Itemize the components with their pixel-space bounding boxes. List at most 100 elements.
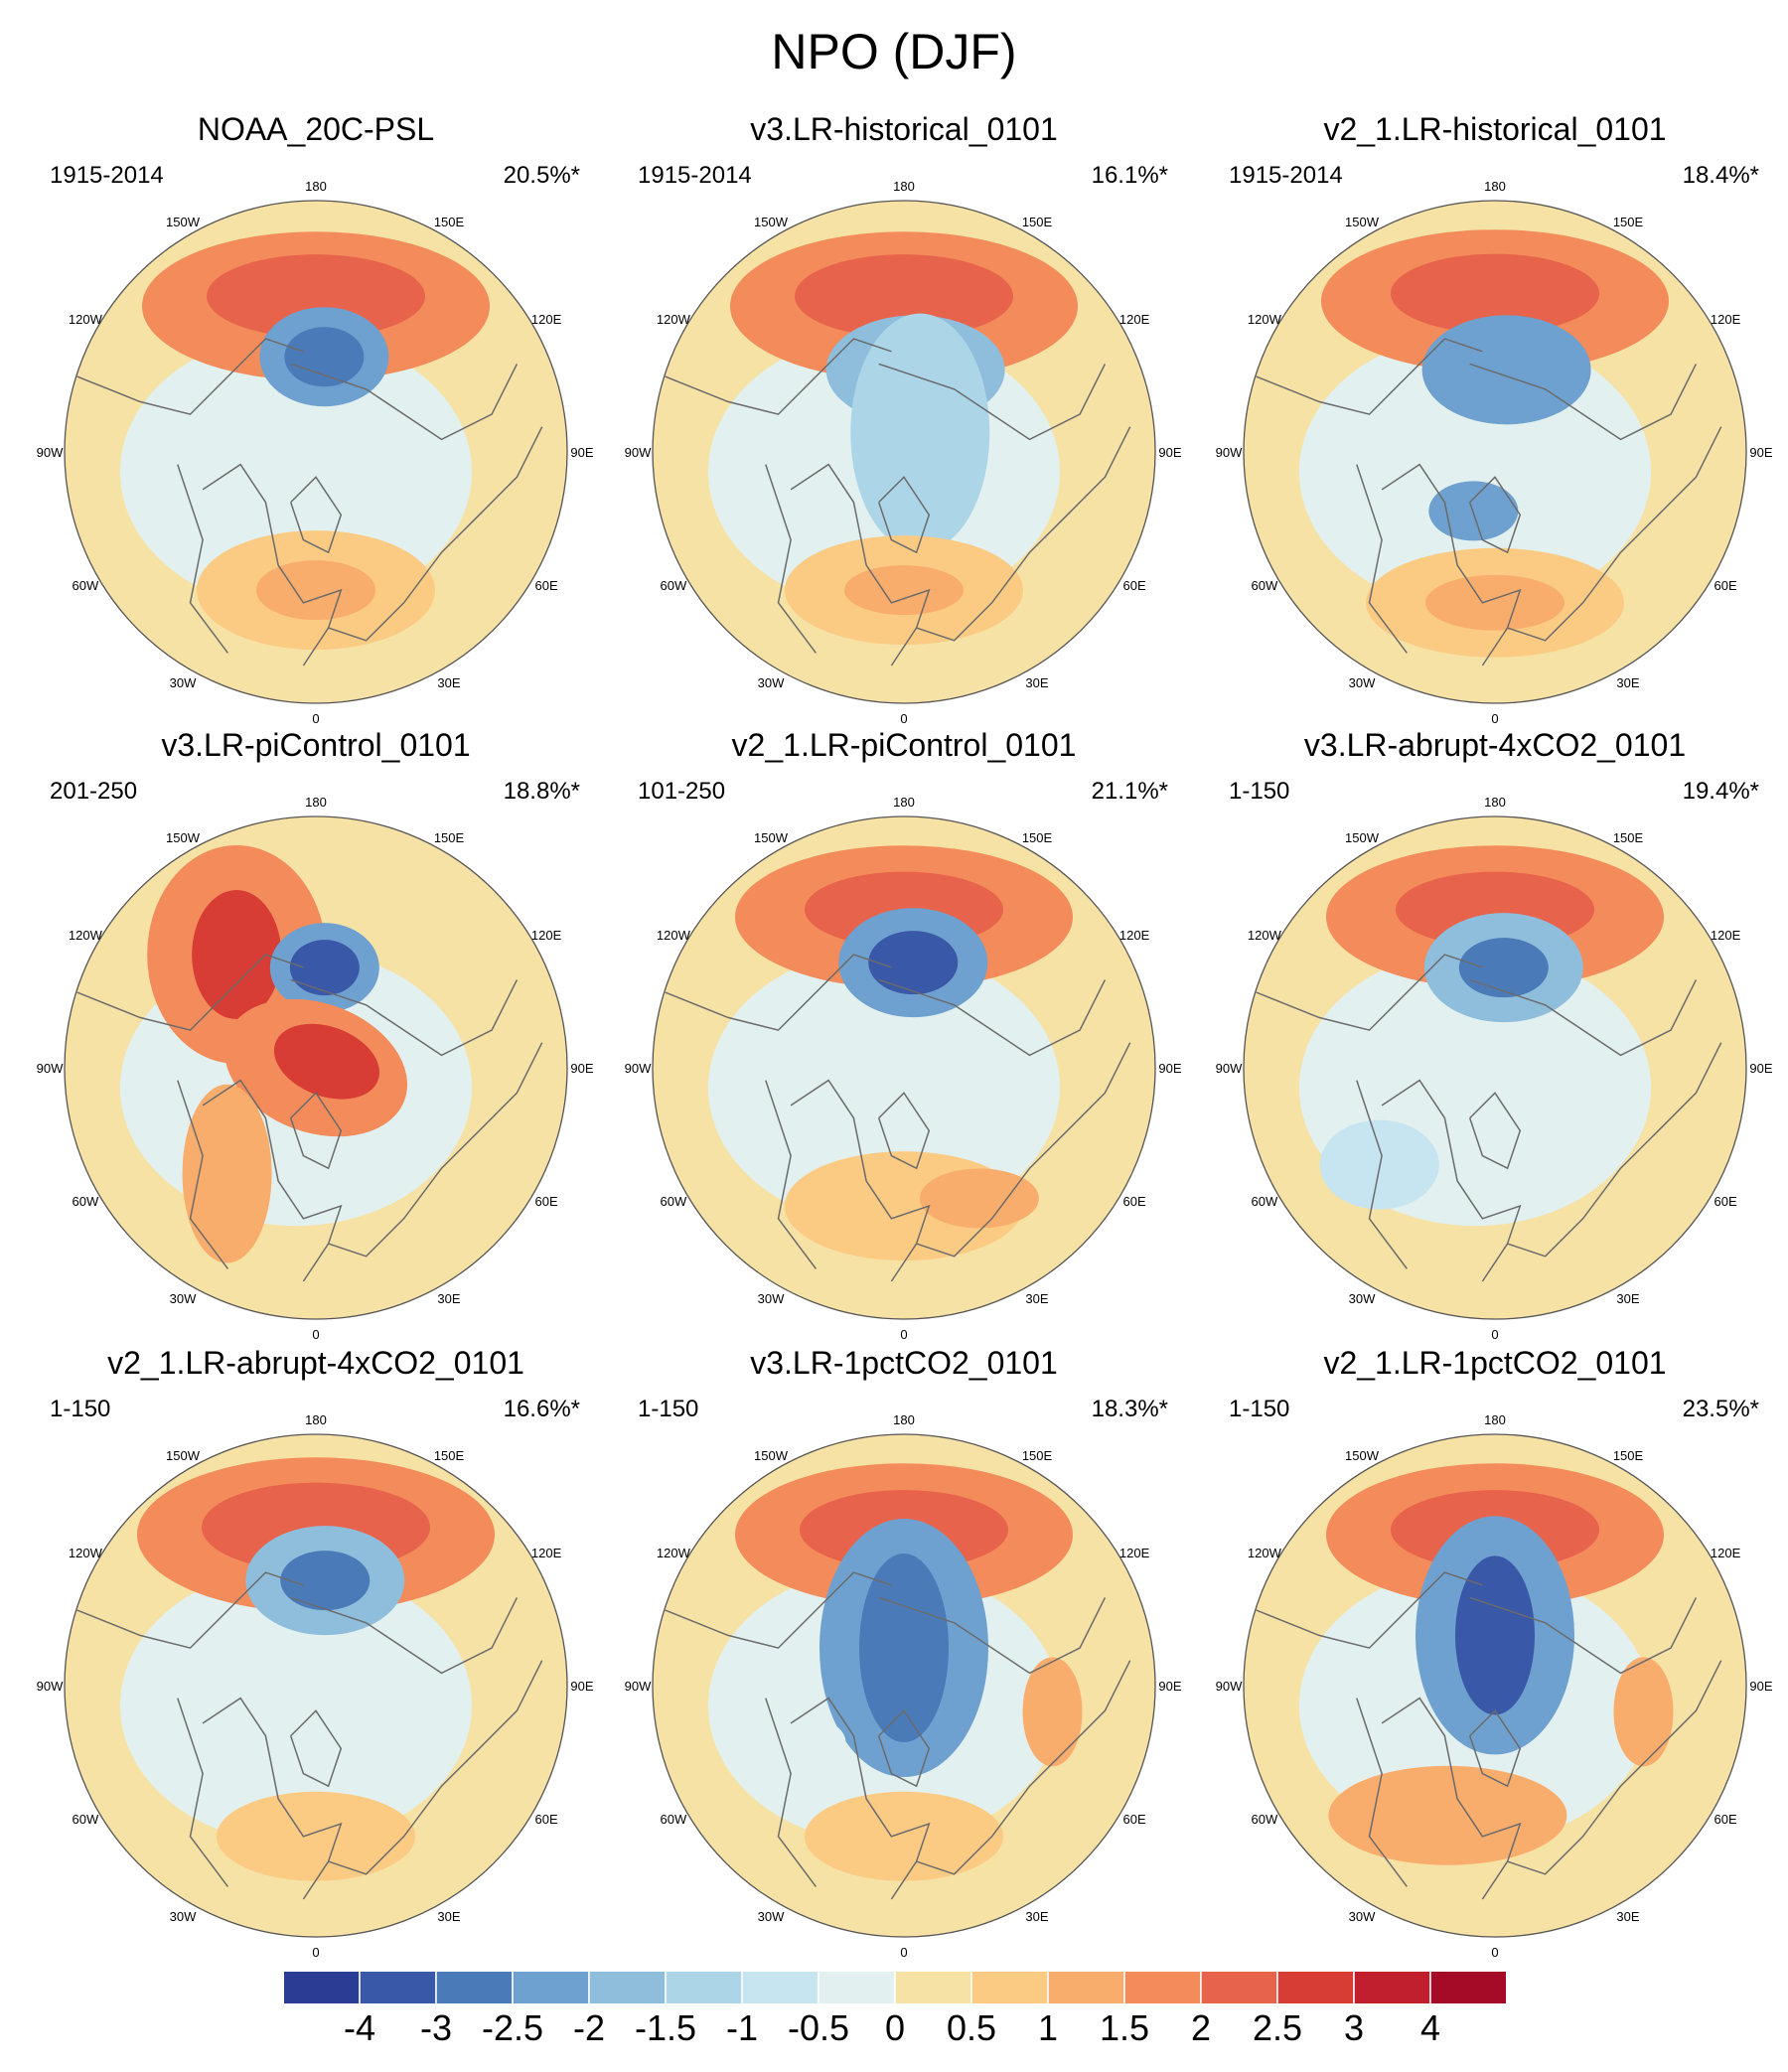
anomaly-region [280, 1551, 371, 1611]
anomaly-region [1357, 1716, 1437, 1767]
colorbar-swatch [1276, 1971, 1355, 2004]
coastline [1507, 1042, 1722, 1258]
longitude-label: 90W [625, 1061, 652, 1076]
polar-map: 180 150E 120E 90E 60E 30E 0 30W 60W 90W 120W 150W [1216, 179, 1773, 726]
anomaly-region [795, 254, 1013, 339]
longitude-label: 90E [570, 1061, 593, 1076]
map-outline [1243, 1433, 1747, 1938]
coastline [177, 1080, 229, 1269]
colorbar-tick-label: -2 [572, 2007, 605, 2048]
anomaly-region [284, 327, 365, 387]
longitude-label: 150W [166, 1448, 201, 1463]
longitude-label: 60W [1252, 1194, 1278, 1209]
polar-map: 180 150E 120E 90E 60E 30E 0 30W 60W 90W 120W 150W [625, 179, 1182, 726]
coastline [878, 978, 1107, 1057]
coastline [877, 1709, 931, 1788]
coastline [1469, 363, 1698, 441]
anomaly-region [273, 1023, 380, 1100]
anomaly-region [859, 1554, 949, 1743]
longitude-label: 120W [657, 928, 691, 943]
colorbar-swatch [588, 1971, 667, 2004]
coastline [765, 1080, 818, 1269]
coastline [1356, 1698, 1409, 1887]
colorbar-swatch [1200, 1971, 1278, 2004]
panel-variance: 19.4%* [1682, 778, 1759, 805]
longitude-label: 120E [1711, 312, 1741, 327]
longitude-label: 0 [900, 1327, 907, 1342]
anomaly-region [844, 565, 964, 616]
coastline [790, 1697, 931, 1900]
map-panel: v2_1.LR-abrupt-4xCO2_0101 1-150 16.6%* 180 1… [37, 1343, 594, 1960]
colorbar-swatch [512, 1971, 590, 2004]
longitude-label: 120W [1248, 312, 1282, 327]
panel-title: NOAA_20C-PSL [197, 111, 435, 147]
longitude-label: 150E [1022, 1448, 1053, 1463]
longitude-label: 150W [754, 830, 789, 845]
anomaly-region [1425, 574, 1564, 631]
longitude-label: 90W [37, 445, 64, 460]
coastline [877, 1092, 931, 1170]
panel-period: 1915-2014 [50, 162, 164, 189]
polar-map: 180 150E 120E 90E 60E 30E 0 30W 60W 90W 120W 150W [37, 179, 594, 726]
longitude-label: 30E [1616, 1909, 1639, 1924]
coastline [290, 1596, 519, 1675]
coastline [1469, 978, 1698, 1057]
longitude-label: 120W [657, 1546, 691, 1560]
coastline [289, 1709, 343, 1788]
coastline [289, 476, 343, 554]
anomaly-region [805, 1791, 1003, 1881]
coastline [290, 363, 519, 441]
longitude-label: 60W [661, 1194, 687, 1209]
colorbar-tick-label: -3 [419, 2007, 452, 2048]
anomaly-region [850, 313, 990, 552]
map-outline [1243, 815, 1747, 1320]
longitude-label: 150E [1613, 830, 1644, 845]
longitude-label: 60E [1714, 1812, 1737, 1827]
longitude-label: 30E [437, 1909, 460, 1924]
longitude-label: 90W [625, 445, 652, 460]
colorbar-tick-label: 0 [884, 2007, 906, 2048]
longitude-label: 30W [1349, 1291, 1376, 1306]
coastline [916, 1042, 1131, 1258]
longitude-label: 30W [1349, 1909, 1376, 1924]
longitude-label: 120W [69, 312, 103, 327]
longitude-label: 0 [900, 1945, 907, 1960]
longitude-label: 90W [1216, 445, 1243, 460]
anomaly-region [119, 1566, 473, 1845]
coastline [790, 1079, 931, 1282]
longitude-label: 150W [1345, 830, 1380, 845]
anomaly-region [868, 931, 959, 995]
coastline [1507, 426, 1722, 642]
longitude-label: 60W [661, 578, 687, 593]
panel-variance: 16.1%* [1091, 162, 1168, 189]
panel-title: v3.LR-abrupt-4xCO2_0101 [1303, 727, 1687, 763]
map-outline [64, 1433, 568, 1938]
colorbar-swatch [1047, 1971, 1125, 2004]
longitude-label: 60W [661, 1812, 687, 1827]
coastline [878, 1596, 1107, 1675]
coastline [76, 338, 304, 415]
longitude-label: 90E [1749, 1061, 1772, 1076]
coastline [877, 476, 931, 554]
longitude-label: 90W [1216, 1061, 1243, 1076]
panel-period: 1-150 [1229, 1396, 1290, 1422]
longitude-label: 60W [1252, 1812, 1278, 1827]
coastline [202, 1697, 343, 1900]
colorbar-swatch [1429, 1971, 1507, 2004]
longitude-label: 60E [535, 1194, 558, 1209]
panel-period: 1-150 [50, 1396, 111, 1422]
longitude-label: 30W [1349, 675, 1376, 690]
colorbar-swatch [435, 1971, 514, 2004]
longitude-label: 120E [531, 312, 562, 327]
panel-period: 101-250 [638, 778, 726, 805]
panel-title: v3.LR-historical_0101 [750, 111, 1058, 147]
coastline [1469, 1596, 1698, 1675]
longitude-label: 60W [73, 578, 99, 593]
longitude-label: 180 [305, 179, 327, 194]
coastline [290, 978, 519, 1057]
longitude-label: 30W [170, 1909, 197, 1924]
coastline [1381, 463, 1522, 666]
longitude-label: 30E [1025, 675, 1048, 690]
longitude-label: 90E [1749, 1679, 1772, 1694]
coastline [665, 338, 892, 415]
